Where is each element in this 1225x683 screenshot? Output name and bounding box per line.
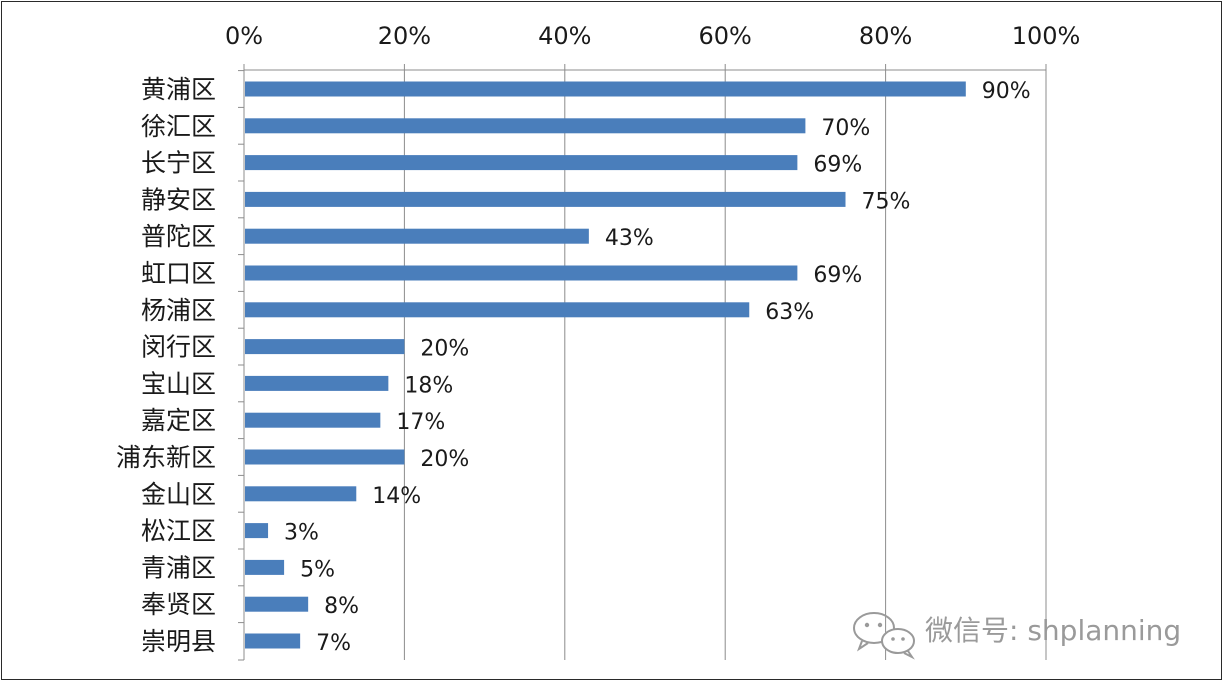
data-label: 43% xyxy=(605,226,654,251)
bar xyxy=(245,486,357,502)
data-label: 63% xyxy=(765,300,814,325)
bars xyxy=(245,81,966,649)
category-label: 普陀区 xyxy=(141,222,216,251)
category-label: 杨浦区 xyxy=(141,296,216,325)
category-label: 徐汇区 xyxy=(141,112,216,141)
wechat-icon xyxy=(853,612,915,660)
bar xyxy=(245,81,966,97)
category-label: 奉贤区 xyxy=(141,590,216,619)
category-label: 松江区 xyxy=(141,517,216,546)
data-label: 3% xyxy=(284,521,319,546)
category-label: 虹口区 xyxy=(141,259,216,288)
data-label: 70% xyxy=(821,116,870,141)
category-label: 静安区 xyxy=(141,185,216,214)
bar xyxy=(245,633,301,649)
watermark: 微信号: shplanning xyxy=(853,612,1181,660)
category-label: 黄浦区 xyxy=(141,75,216,104)
bar xyxy=(245,191,846,207)
axes xyxy=(238,64,1047,661)
bar xyxy=(245,375,389,391)
bar xyxy=(245,339,405,355)
x-tick-label: 0% xyxy=(225,22,263,50)
data-label: 90% xyxy=(982,79,1031,104)
bar xyxy=(245,523,269,539)
category-label: 长宁区 xyxy=(141,149,216,178)
x-tick-label: 100% xyxy=(1012,22,1081,50)
category-label: 浦东新区 xyxy=(116,443,216,472)
bar xyxy=(245,559,285,575)
category-label: 金山区 xyxy=(141,480,216,509)
bar xyxy=(245,412,381,428)
bar xyxy=(245,265,798,281)
data-label: 17% xyxy=(396,410,445,435)
data-labels: 90%70%69%75%43%69%63%20%18%17%20%14%3%5%… xyxy=(284,79,1031,656)
category-label: 宝山区 xyxy=(141,369,216,398)
category-label: 闵行区 xyxy=(141,333,216,362)
bar xyxy=(245,596,309,612)
x-tick-label: 40% xyxy=(538,22,591,50)
x-tick-label: 80% xyxy=(859,22,912,50)
x-tick-label: 60% xyxy=(699,22,752,50)
bar xyxy=(245,155,798,171)
category-label: 嘉定区 xyxy=(141,406,216,435)
category-labels: 黄浦区徐汇区长宁区静安区普陀区虹口区杨浦区闵行区宝山区嘉定区浦东新区金山区松江区… xyxy=(116,75,216,656)
data-label: 18% xyxy=(404,373,453,398)
category-label: 青浦区 xyxy=(141,553,216,582)
data-label: 20% xyxy=(420,337,469,362)
data-label: 69% xyxy=(813,263,862,288)
data-label: 20% xyxy=(420,447,469,472)
x-tick-labels: 0% 20% 40% 60% 80% 100% xyxy=(225,22,1080,50)
data-label: 7% xyxy=(316,631,351,656)
bar xyxy=(245,449,405,465)
data-label: 8% xyxy=(324,594,359,619)
watermark-text: 微信号: shplanning xyxy=(925,614,1181,647)
data-label: 69% xyxy=(813,153,862,178)
bar xyxy=(245,228,589,244)
data-label: 14% xyxy=(372,484,421,509)
bar xyxy=(245,118,806,134)
data-label: 75% xyxy=(862,189,911,214)
bar xyxy=(245,302,750,318)
category-label: 崇明县 xyxy=(141,627,216,656)
data-label: 5% xyxy=(300,557,335,582)
x-tick-label: 20% xyxy=(378,22,431,50)
